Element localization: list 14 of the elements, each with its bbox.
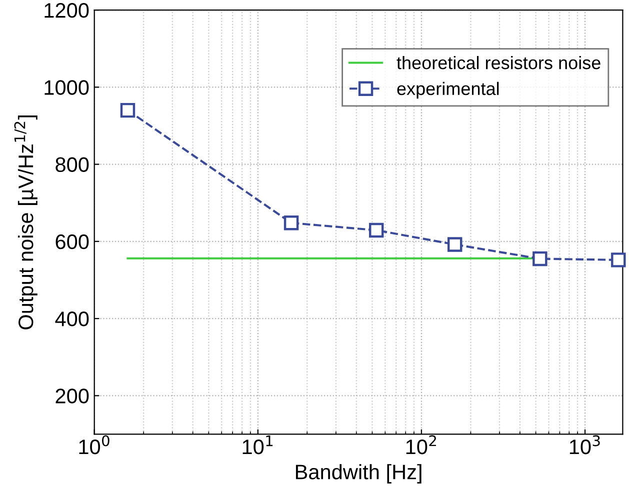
x-tick-label: 10$^{1}$ bbox=[242, 435, 273, 454]
y-tick-label: 400 bbox=[55, 312, 89, 326]
y-axis-title: Output noise [µV/Hz$^{1/2}$] bbox=[14, 115, 38, 330]
y-tick-label: 1200 bbox=[44, 3, 89, 18]
x-tick-label: 10$^{2}$ bbox=[406, 435, 436, 454]
y-tick-label: 200 bbox=[56, 388, 89, 404]
x-tick-label: 10$^{0}$ bbox=[79, 435, 110, 454]
x-axis-title: Bandwith [Hz] bbox=[296, 464, 422, 484]
y-tick-label: 1000 bbox=[44, 80, 89, 95]
legend-label: experimental bbox=[397, 82, 499, 99]
y-tick-label: 800 bbox=[56, 157, 89, 172]
legend-label: theoretical resistors noise bbox=[396, 56, 600, 70]
y-tick-label: 600 bbox=[56, 234, 89, 250]
x-tick-label: 10$^{3}$ bbox=[570, 435, 600, 454]
